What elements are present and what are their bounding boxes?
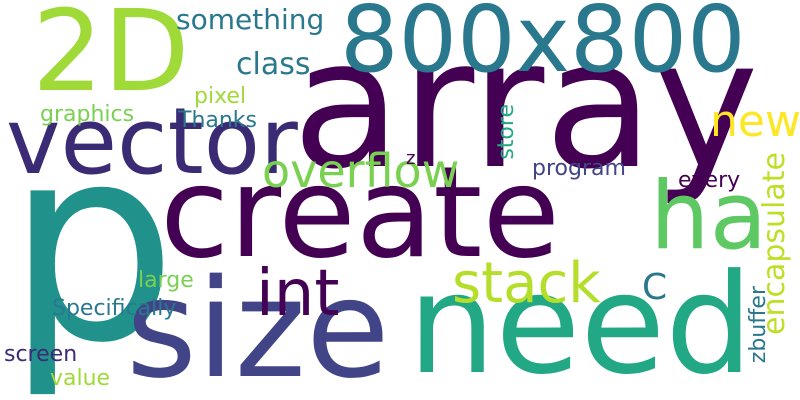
word-large: large <box>138 268 194 293</box>
word-stack: stack <box>452 251 601 316</box>
word-Thanks: Thanks <box>178 108 258 133</box>
word-int: int <box>256 257 340 331</box>
word-Specifically: Specifically <box>52 296 177 321</box>
word-class: class <box>236 47 311 82</box>
word-p: p <box>6 87 178 400</box>
word-zbuffer: zbuffer <box>746 286 771 364</box>
word-need: need <box>408 244 753 400</box>
word-value: value <box>50 366 111 391</box>
word-ha: ha <box>650 162 768 271</box>
word-something: something <box>176 3 325 36</box>
word-new: new <box>710 96 800 147</box>
word-size: size <box>126 251 390 400</box>
word-z: z <box>406 148 416 169</box>
word-create: create <box>160 139 560 286</box>
word-overflow: overflow <box>262 144 460 198</box>
word-every: every <box>678 168 741 193</box>
word-program: program <box>532 156 626 181</box>
word-screen: screen <box>4 342 78 367</box>
word-800x800: 800x800 <box>340 0 746 93</box>
word-graphics: graphics <box>40 102 135 127</box>
word-2D: 2D <box>32 0 190 117</box>
word-C: C <box>642 267 668 308</box>
word-vector: vector <box>6 88 298 195</box>
word-store: store <box>494 104 519 160</box>
word-array: array <box>292 1 759 208</box>
word-pixel: pixel <box>194 84 247 109</box>
